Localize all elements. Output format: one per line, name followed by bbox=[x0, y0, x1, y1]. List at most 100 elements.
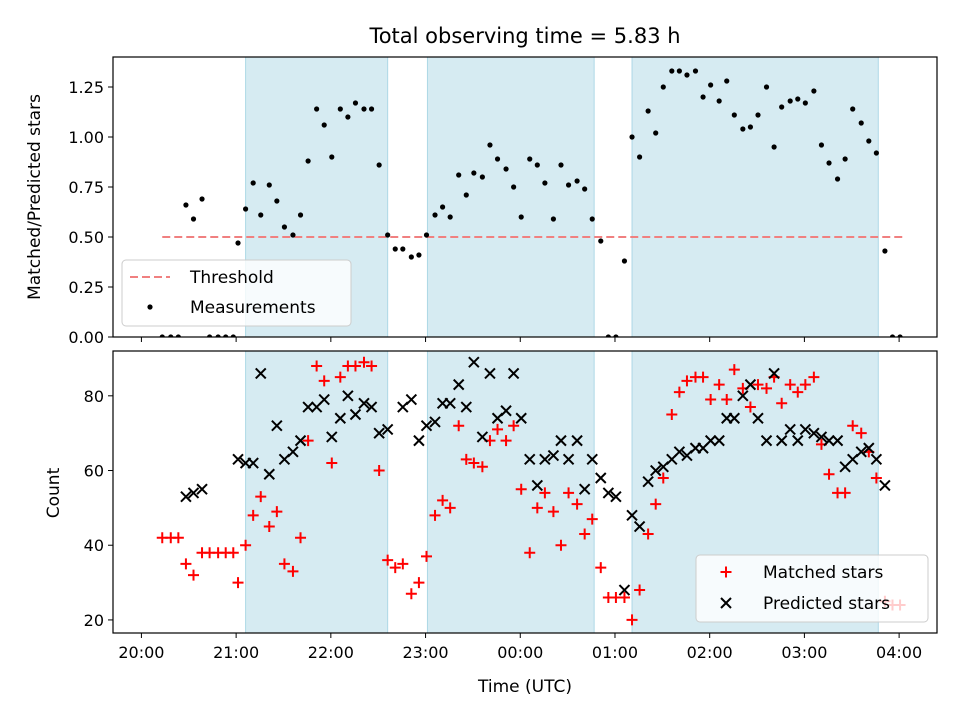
matched-star-point bbox=[808, 371, 820, 383]
measurement-point bbox=[802, 100, 808, 106]
predicted-star-point bbox=[823, 434, 835, 447]
measurement-point bbox=[629, 134, 635, 140]
matched-star-point bbox=[444, 502, 456, 514]
matched-star-point bbox=[579, 528, 591, 540]
matched-star-point bbox=[460, 453, 472, 465]
predicted-star-point bbox=[555, 434, 567, 447]
matched-star-point bbox=[618, 592, 630, 604]
matched-star-point bbox=[263, 521, 275, 533]
measurement-point bbox=[613, 334, 619, 337]
measurement-point bbox=[724, 78, 730, 84]
measurement-point bbox=[605, 334, 611, 337]
measurement-point bbox=[527, 156, 533, 162]
observing-window bbox=[245, 350, 389, 634]
predicted-star-point bbox=[342, 390, 354, 402]
measurement-point bbox=[542, 180, 548, 186]
measurement-point bbox=[487, 142, 493, 148]
predicted-star-point bbox=[349, 408, 362, 421]
matched-star-point bbox=[728, 364, 740, 376]
predicted-star-point bbox=[728, 412, 741, 424]
predicted-star-point bbox=[358, 397, 370, 409]
predicted-star-point bbox=[484, 367, 496, 380]
predicted-star-point bbox=[610, 490, 622, 503]
measurement-point bbox=[700, 94, 706, 100]
measurement-point bbox=[408, 254, 414, 260]
matched-star-point bbox=[650, 498, 662, 510]
matched-star-point bbox=[271, 506, 283, 518]
measurement-point bbox=[653, 130, 659, 136]
matched-star-point bbox=[642, 528, 654, 540]
predicted-star-point bbox=[775, 434, 788, 447]
matched-star-point bbox=[823, 468, 835, 480]
predicted-star-point bbox=[704, 434, 717, 447]
measurement-point bbox=[660, 84, 666, 90]
y-tick-label: 1.25 bbox=[68, 78, 104, 97]
legend-measurement-swatch bbox=[147, 304, 153, 310]
measurement-point bbox=[190, 216, 197, 222]
measurement-point bbox=[637, 154, 643, 160]
predicted-star-point bbox=[294, 434, 307, 447]
matched-star-point bbox=[634, 584, 646, 596]
measurement-point bbox=[447, 214, 453, 220]
predicted-star-point bbox=[507, 367, 520, 380]
matched-star-point bbox=[839, 487, 851, 499]
matched-star-point bbox=[232, 577, 244, 589]
measurement-point bbox=[471, 170, 477, 176]
measurement-point bbox=[290, 232, 296, 238]
matched-star-point bbox=[547, 506, 559, 518]
predicted-star-point bbox=[815, 431, 828, 443]
matched-star-point bbox=[349, 360, 361, 372]
matched-star-point bbox=[468, 457, 480, 469]
matched-star-point bbox=[626, 614, 638, 626]
measurement-point bbox=[731, 112, 737, 118]
observing-window bbox=[631, 56, 879, 338]
matched-star-point bbox=[508, 420, 520, 432]
measurement-point bbox=[826, 160, 832, 166]
matched-star-point bbox=[752, 379, 764, 391]
predicted-star-point bbox=[444, 397, 456, 409]
y-tick-label: 20 bbox=[84, 611, 104, 630]
measurement-point bbox=[274, 198, 280, 204]
predicted-star-point bbox=[468, 356, 480, 368]
matched-star-point bbox=[681, 375, 693, 387]
matched-star-point bbox=[373, 465, 385, 477]
x-axis-label: Time (UTC) bbox=[477, 677, 572, 697]
matched-star-point bbox=[302, 435, 314, 447]
matched-star-point bbox=[721, 394, 733, 406]
matched-star-point bbox=[792, 386, 804, 398]
measurement-point bbox=[314, 106, 320, 112]
legend-predicted-swatch bbox=[720, 597, 732, 609]
matched-star-point bbox=[524, 547, 536, 559]
measurement-point bbox=[235, 240, 241, 246]
predicted-star-point bbox=[255, 367, 267, 380]
matched-star-point bbox=[870, 472, 882, 484]
y-tick-label: 40 bbox=[84, 536, 104, 555]
measurement-point bbox=[215, 334, 221, 337]
y-tick-label: 60 bbox=[84, 462, 104, 481]
x-tick-label: 04:00 bbox=[876, 643, 922, 662]
predicted-star-point bbox=[460, 401, 472, 413]
measurement-point bbox=[866, 138, 872, 144]
matched-star-point bbox=[405, 588, 417, 600]
predicted-star-point bbox=[737, 390, 749, 402]
measurement-point bbox=[842, 156, 848, 162]
x-tick-label: 00:00 bbox=[497, 643, 543, 662]
measurement-point bbox=[716, 98, 722, 104]
predicted-star-point bbox=[547, 449, 560, 462]
measurement-point bbox=[669, 68, 675, 74]
measurement-point bbox=[368, 106, 375, 112]
predicted-star-point bbox=[232, 453, 244, 466]
predicted-star-point bbox=[524, 453, 536, 466]
matched-star-point bbox=[515, 483, 527, 495]
matched-star-point bbox=[744, 401, 756, 413]
predicted-star-point bbox=[792, 434, 804, 447]
y-tick-label: 1.00 bbox=[68, 128, 104, 147]
panel-plot-area bbox=[156, 356, 906, 626]
matched-star-point bbox=[255, 491, 267, 503]
matched-star-point bbox=[847, 420, 859, 432]
measurement-point bbox=[400, 246, 406, 252]
measurement-point bbox=[281, 224, 288, 230]
measurement-point bbox=[463, 192, 469, 198]
predicted-star-point bbox=[287, 446, 299, 458]
